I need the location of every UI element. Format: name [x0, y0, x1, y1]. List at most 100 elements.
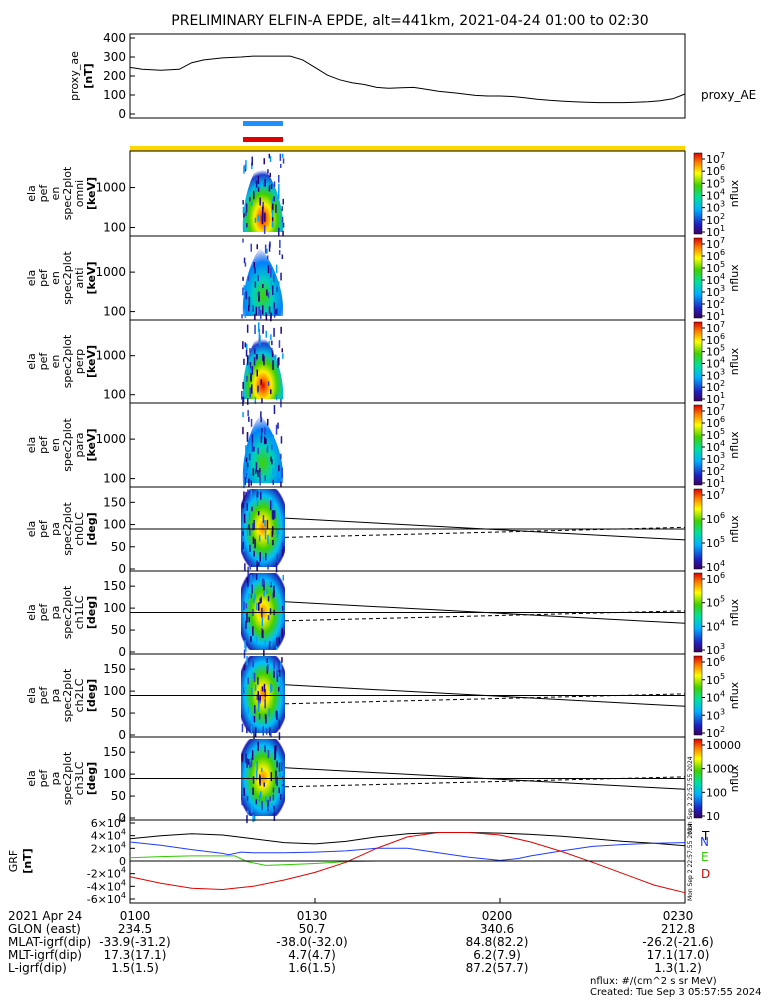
spectrogram-speckle: [243, 491, 245, 502]
grf-tick-label: 6×104: [91, 815, 126, 830]
panel-ylabel: en: [49, 187, 62, 201]
spectrogram-speckle: [248, 416, 250, 422]
spectrogram-speckle: [249, 559, 251, 570]
colorbar-tick-label: 103: [706, 284, 725, 299]
colorbar-tick-label: 105: [706, 260, 725, 275]
spectrogram-speckle: [255, 799, 258, 805]
spectrogram-speckle: [260, 310, 262, 319]
spectrogram-speckle: [282, 617, 284, 624]
panel-tick-label: 0: [118, 562, 126, 576]
grf-legend-e: E: [701, 850, 709, 864]
footer-row-value: 234.5: [117, 922, 153, 936]
spectrogram-speckle: [259, 774, 261, 784]
spectrogram-speckle: [246, 355, 249, 366]
grf-legend-n-visible: N: [700, 835, 709, 849]
spectrogram-speckle: [278, 686, 280, 692]
colorbar: [693, 655, 703, 736]
spectrogram-speckle: [252, 787, 254, 795]
spectrogram-speckle: [271, 209, 274, 220]
spectrogram-speckle: [245, 203, 248, 213]
spectrogram-speckle: [282, 222, 285, 228]
spectrogram-speckle: [274, 291, 277, 301]
colorbar: [693, 572, 703, 653]
spectrogram-speckle: [259, 197, 261, 206]
spectrogram-speckle: [278, 183, 280, 192]
panel-frame: [129, 402, 686, 488]
spectrogram-speckle: [264, 639, 266, 648]
spectrogram-speckle: [259, 181, 261, 187]
spectrogram-speckle: [282, 230, 284, 237]
spectrogram-speckle: [278, 281, 280, 289]
grf-side-note-1: Mon Sep 2 22:57:55 2024: [687, 823, 694, 901]
panel-ylabel: ch3LC: [73, 761, 86, 795]
panel-ylabel: pef: [37, 435, 50, 454]
spectrogram-speckle: [249, 387, 251, 398]
spectrogram-speckle: [272, 540, 274, 546]
panel-ylabel: en: [49, 355, 62, 369]
panel-ylabel: ela: [25, 353, 38, 370]
footer-row-value: 6.2(7.9): [473, 948, 521, 962]
spectrogram-speckle: [264, 744, 266, 753]
spectrogram-speckle: [270, 641, 272, 647]
spectrogram-speckle: [270, 683, 272, 693]
panel-ylabel: pef: [37, 769, 50, 788]
spectrogram-speckle: [272, 794, 275, 801]
spectrogram-speckle: [263, 782, 265, 787]
spectrogram-speckle: [278, 340, 281, 348]
spectrogram-speckle: [241, 723, 244, 733]
spectrogram-speckle: [242, 502, 244, 509]
footer-row-value: -26.2(-21.6): [642, 935, 714, 949]
spectrogram-speckle: [262, 556, 265, 565]
spectrogram-speckle: [277, 422, 279, 429]
panel-frame: [129, 150, 686, 237]
spectrogram-speckle: [262, 201, 264, 209]
spectrogram-speckle: [257, 274, 259, 282]
spectrogram-speckle: [245, 160, 247, 170]
grf-legend-d: D: [701, 867, 710, 881]
spectrogram-speckle: [254, 397, 257, 404]
spectrogram-speckle: [242, 412, 244, 418]
spectrogram-speckle: [281, 206, 283, 212]
panel-ylabel: [deg]: [85, 762, 98, 795]
grf-tick-label: -4×104: [87, 878, 126, 893]
spectrogram-speckle: [278, 357, 280, 366]
spectrogram-speckle: [246, 324, 249, 333]
spectrogram-speckle: [252, 305, 254, 312]
spectrogram-speckle: [254, 538, 256, 549]
colorbar: [693, 237, 703, 319]
spectrogram-speckle: [273, 405, 276, 415]
spectrogram-speckle: [272, 468, 274, 476]
spectrogram-speckle: [262, 206, 264, 217]
spectrogram-speckle: [271, 206, 274, 213]
spectrogram-speckle: [281, 629, 283, 639]
spectrogram-speckle: [267, 292, 270, 298]
spectrogram-speckle: [262, 432, 264, 440]
spectrogram-speckle: [261, 628, 263, 638]
spectrogram-speckle: [265, 313, 268, 321]
footer-row-value: 1.5(1.5): [111, 961, 159, 975]
spectrogram-speckle: [273, 670, 275, 678]
spectrogram-speckle: [257, 470, 259, 477]
spectrogram-speckle: [269, 796, 271, 802]
spectrogram-speckle: [273, 327, 275, 337]
footer-row-value: -38.0(-32.0): [276, 935, 348, 949]
spectrogram-speckle: [256, 244, 258, 250]
spectrogram-speckle: [267, 596, 270, 602]
spectrogram-speckle: [242, 530, 244, 536]
spectrogram-speckle: [248, 524, 250, 530]
panel-ylabel: pef: [37, 184, 50, 203]
spectrogram-speckle: [273, 302, 276, 309]
spectrogram-speckle: [281, 467, 283, 478]
colorbar-label: nflux: [728, 179, 741, 207]
colorbar-tick-label: 102: [706, 296, 725, 311]
spectrogram-speckle: [253, 190, 255, 200]
footer-row-value: 17.3(17.1): [103, 948, 167, 962]
spectrogram-speckle: [276, 308, 278, 315]
spectrogram-speckle: [273, 659, 275, 670]
panel-ylabel: ela: [25, 270, 38, 287]
spectrogram-speckle: [279, 153, 282, 161]
colorbar-tick-label: 103: [706, 367, 725, 382]
